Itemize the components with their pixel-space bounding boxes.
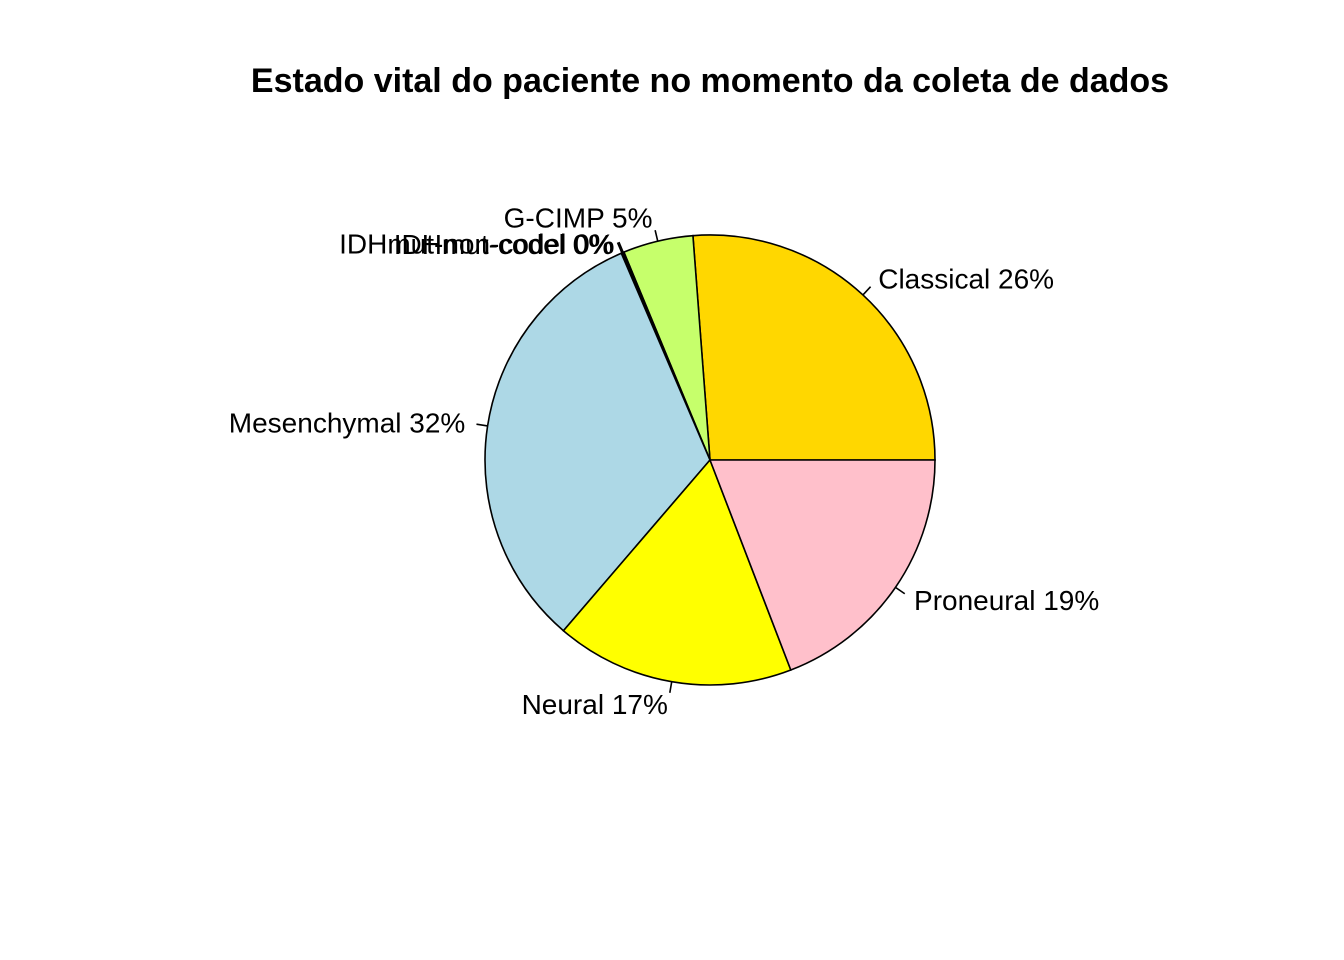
chart-title: Estado vital do paciente no momento da c… <box>251 62 1169 100</box>
slice-label: IDHmut-non-codel 0% <box>339 229 614 260</box>
leader-line <box>895 586 906 595</box>
slice-label: Neural 17% <box>522 689 668 720</box>
leader-line <box>616 242 623 254</box>
leader-line <box>476 423 488 427</box>
leader-line <box>618 241 624 253</box>
leader-line <box>654 230 659 242</box>
pie-slice-classical <box>692 234 936 461</box>
pie-slice-proneural <box>708 459 936 672</box>
slice-label: IDHmut-codel 0% <box>394 229 613 260</box>
slice-labels: Classical 26% G-CIMP 5%IDHmut-non-codel 0… <box>229 202 1099 720</box>
slice-label: Classical 26% <box>878 263 1054 294</box>
slice-label: G-CIMP 5% <box>504 202 653 233</box>
leader-lines <box>476 230 906 693</box>
slice-label: Proneural 19% <box>914 585 1099 616</box>
pie-slices <box>484 234 936 686</box>
leader-line <box>862 286 872 296</box>
slice-label: Mesenchymal 32% <box>229 408 466 439</box>
leader-line <box>669 681 673 693</box>
pie-slice-mesenchymal <box>484 252 711 632</box>
